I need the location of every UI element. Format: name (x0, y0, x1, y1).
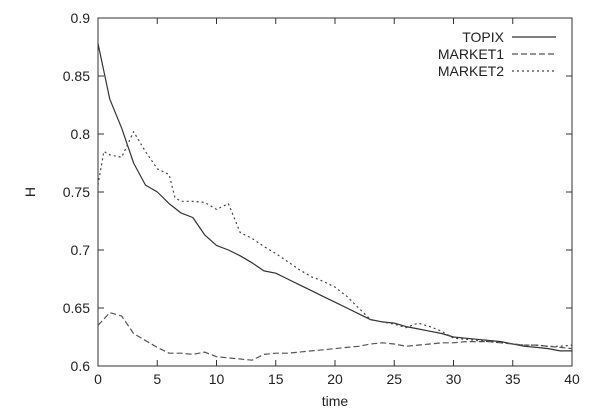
y-tick-label: 0.7 (71, 242, 91, 258)
x-tick-label: 0 (94, 371, 102, 387)
x-axis-label: time (322, 393, 349, 409)
x-tick-label: 5 (153, 371, 161, 387)
x-tick-label: 35 (505, 371, 521, 387)
legend-label-market2: MARKET2 (438, 63, 504, 79)
y-tick-label: 0.8 (71, 126, 91, 142)
x-tick-label: 30 (446, 371, 462, 387)
y-tick-label: 0.65 (63, 300, 90, 316)
y-tick-label: 0.9 (71, 10, 91, 26)
x-tick-label: 15 (268, 371, 284, 387)
x-tick-label: 20 (327, 371, 343, 387)
y-tick-label: 0.85 (63, 68, 90, 84)
y-axis-label: H (22, 187, 38, 197)
x-tick-label: 40 (564, 371, 580, 387)
legend-label-topix: TOPIX (462, 29, 504, 45)
series-line-market2 (97, 131, 573, 347)
legend-label-market1: MARKET1 (438, 46, 504, 62)
series-line-market1 (97, 312, 573, 361)
series-line-topix (97, 43, 572, 352)
x-tick-label: 25 (386, 371, 402, 387)
y-tick-label: 0.6 (71, 358, 91, 374)
ticks-group: 0 5 10 15 20 25 30 35 40 0.6 0.65 0.7 0.75 0.8 0.85 0.9 (63, 10, 580, 387)
x-tick-label: 10 (209, 371, 225, 387)
series-group (97, 43, 573, 361)
y-tick-label: 0.75 (63, 184, 90, 200)
